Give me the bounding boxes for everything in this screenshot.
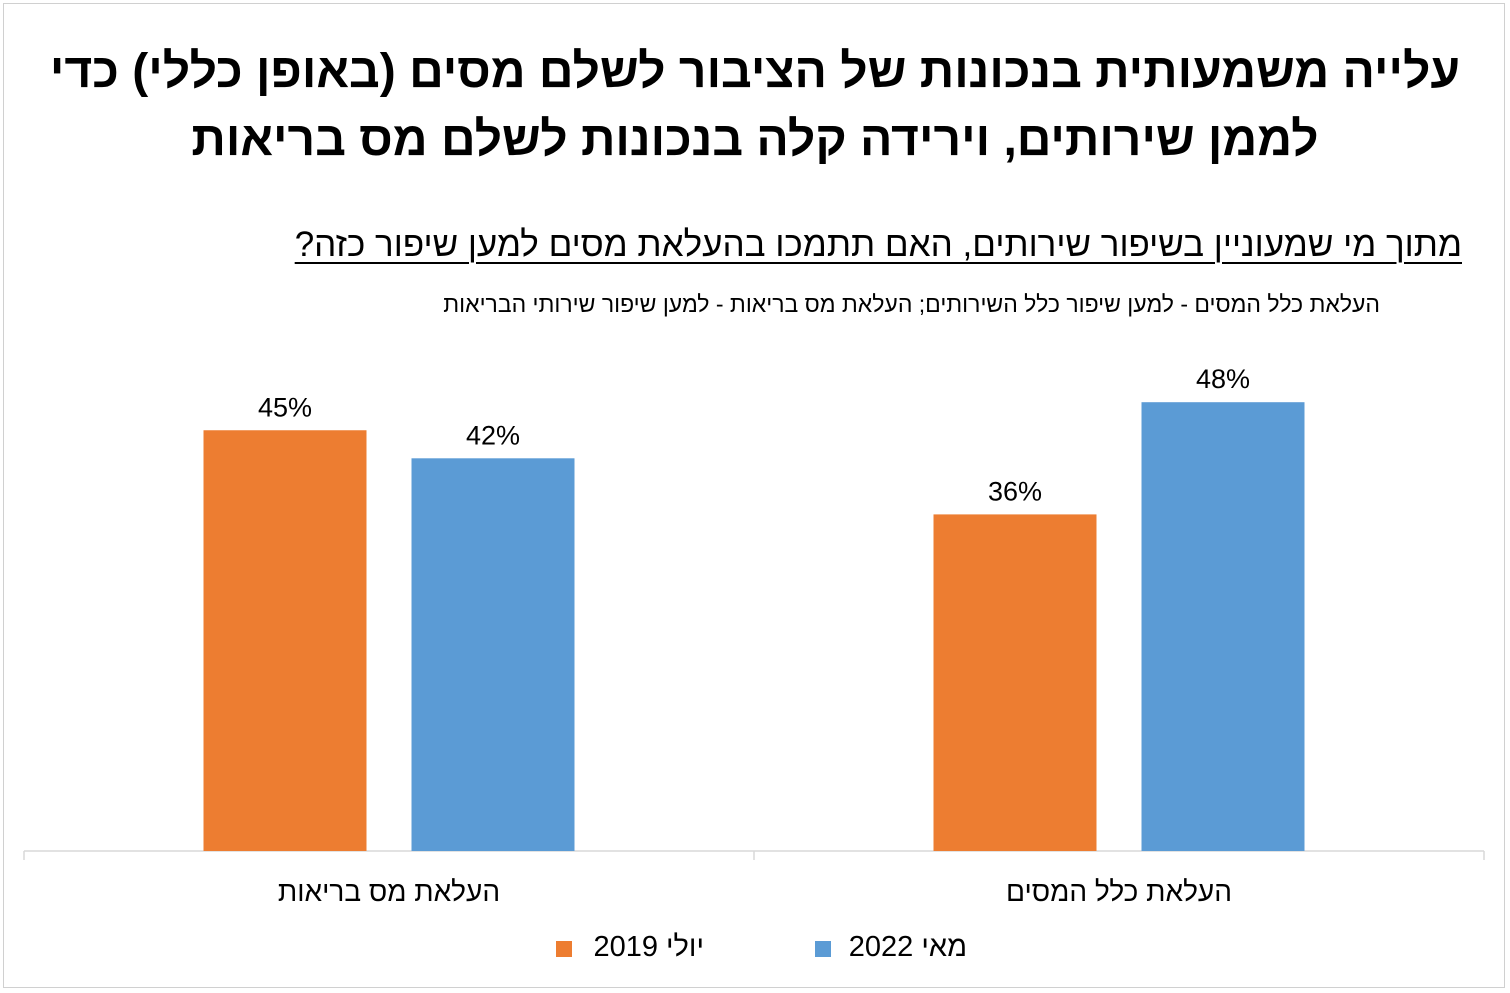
legend-swatch-may-2022: [815, 941, 831, 957]
category-label: העלאת כלל המסים: [1006, 876, 1232, 907]
data-label: 48%: [1196, 364, 1250, 394]
legend-label-july-2019: יולי 2019: [593, 931, 704, 963]
chart-title: עלייה משמעותית בנכונות של הציבור לשלם מס…: [49, 45, 1461, 166]
bar-may-2022-cat0: [1141, 402, 1305, 851]
chart-note: העלאת כלל המסים - למען שיפור כלל השירותי…: [443, 291, 1380, 317]
legend-label-may-2022: מאי 2022: [848, 931, 967, 963]
data-label: 45%: [258, 392, 312, 422]
bar-july-2019-cat0: [933, 514, 1097, 851]
data-label: 36%: [988, 476, 1042, 506]
chart-subtitle-text: מתוך מי שמעוניין בשיפור שירותים, האם תתמ…: [294, 225, 1462, 264]
bar-july-2019-cat1: [203, 430, 367, 851]
chart-frame: [3, 3, 1505, 988]
category-label: העלאת מס בריאות: [278, 876, 500, 907]
chart-subtitle: מתוך מי שמעוניין בשיפור שירותים, האם תתמ…: [40, 222, 1462, 268]
legend: יולי 2019 מאי 2022: [0, 925, 1510, 969]
legend-swatch-july-2019: [556, 941, 572, 957]
bar-may-2022-cat1: [411, 458, 575, 851]
data-label: 42%: [466, 420, 520, 450]
